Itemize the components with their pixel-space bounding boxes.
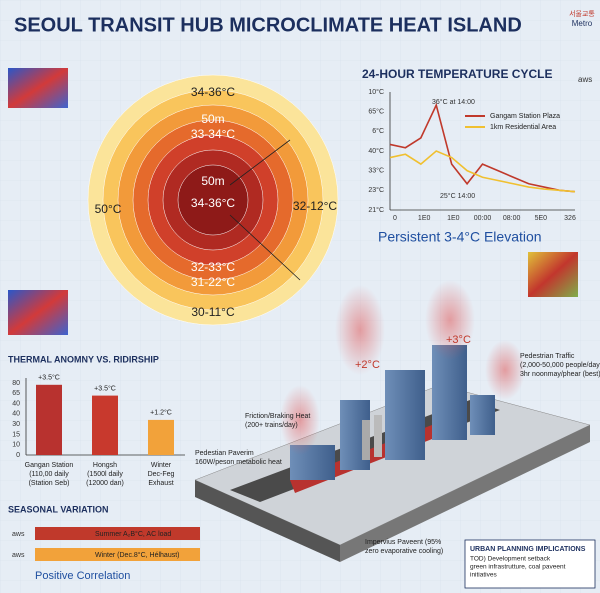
x-axis-label: 1E0 xyxy=(447,215,460,222)
x-axis-label: 00:00 xyxy=(474,215,492,222)
legend-label: 1km Residential Area xyxy=(490,124,556,131)
bar-label: Exhaust xyxy=(148,480,173,487)
chart-title: 24-HOUR TEMPERATURE CYCLE xyxy=(362,67,552,81)
y-axis-label: 6°C xyxy=(372,127,384,135)
ring-label: 33-34°C xyxy=(191,127,235,141)
callout: Pedestrian Traffic xyxy=(520,353,575,360)
x-axis-label: 1E0 xyxy=(418,215,431,222)
chart-title: THERMAL ANOMNY VS. RIDIRSHIP xyxy=(8,354,159,364)
logo: aws xyxy=(578,75,592,84)
line-chart: 24-HOUR TEMPERATURE CYCLE aws 10°C 65°C 6°C 4… xyxy=(362,67,592,245)
y-axis-label: 40 xyxy=(12,411,20,418)
ring-label: 30-11°C xyxy=(191,305,235,319)
bar xyxy=(36,384,62,455)
y-axis-label: 15 xyxy=(12,431,20,438)
bar-label: (1500l daily xyxy=(87,471,123,478)
pointer xyxy=(229,214,301,281)
season-label: Summer A₂B°C, AC load xyxy=(95,530,171,538)
planning-title: URBAN PLANNING IMPLICATIONS xyxy=(470,546,586,553)
planning-line: green infrastrutture, coal paveent xyxy=(470,564,566,571)
planning-box xyxy=(464,539,596,589)
bar-label: Winter xyxy=(151,462,172,469)
y-axis-label: 10°C xyxy=(368,88,384,96)
heat-label: +2°C xyxy=(355,359,380,371)
logo: aws xyxy=(12,531,25,538)
y-axis-label: 33°C xyxy=(368,167,384,175)
x-axis-label: 08:00 xyxy=(503,215,521,222)
ring-label: 50m xyxy=(201,174,224,188)
bar-label: Gangan Station xyxy=(25,462,74,469)
y-axis-label: 0 xyxy=(16,452,20,459)
logo: aws xyxy=(12,552,25,559)
y-axis-label: 40 xyxy=(12,400,20,407)
seasonal-panel: SEASONAL VARIATION aws Summer A₂B°C, AC lo… xyxy=(8,504,200,582)
city-illustration xyxy=(194,280,591,562)
bar-note: +1.2°C xyxy=(150,409,172,417)
legend-label: Gangam Station Plaza xyxy=(490,113,560,120)
y-axis-label: 10 xyxy=(12,442,20,449)
bar-note: +3.5°C xyxy=(38,374,60,382)
ring-label: 32-33°C xyxy=(191,260,235,274)
ring-label: 50m xyxy=(201,112,224,126)
ring-label: 34-36°C xyxy=(191,196,235,210)
thermal-image xyxy=(8,290,68,335)
thermal-image xyxy=(528,252,578,297)
x-axis-label: 0 xyxy=(393,215,397,222)
x-axis-label: 5E0 xyxy=(535,215,548,222)
ring-label: 31-22°C xyxy=(191,275,235,289)
season-label: Winter (Dec.8°C, Hélhaust) xyxy=(95,551,180,559)
season-bar xyxy=(35,548,200,561)
bar-label: (12000 dan) xyxy=(86,480,124,487)
logo: Metro xyxy=(572,19,593,28)
bar-label: (Station Seb) xyxy=(29,480,70,487)
y-axis-label: 40°C xyxy=(368,147,384,155)
y-axis-label: 80 xyxy=(12,380,20,387)
bar xyxy=(148,419,174,455)
callout: Friction/Braking Heat xyxy=(245,413,310,420)
bar-note: +3.5°C xyxy=(94,384,116,392)
y-axis-label: 30 xyxy=(12,421,20,428)
planning-line: TOD) Development setback xyxy=(470,556,551,563)
ring-label: 32-12°C xyxy=(293,199,337,213)
x-axis-label: 326 xyxy=(564,215,576,222)
logo-korean: 서울교통 xyxy=(569,9,595,18)
annotation: 36°C at 14:00 xyxy=(432,98,475,106)
bar-label: Hongsh xyxy=(93,462,117,469)
callout: Impervius Paveent (95% xyxy=(365,539,441,546)
y-axis-label: 21°C xyxy=(368,206,384,214)
bar-label: (110,00 daily xyxy=(29,471,69,478)
city-labels: +2°C +3°C Pedestrian Traffic (2,000-50,000 … xyxy=(195,334,600,555)
y-axis-label: 65 xyxy=(12,390,20,397)
callout: 3hr noonmay/phear (best) xyxy=(520,371,600,378)
pointer xyxy=(229,139,291,186)
caption: Positive Correlation xyxy=(35,570,130,582)
series-line xyxy=(389,102,576,193)
callout: (200+ trains/day) xyxy=(245,422,298,429)
y-axis-label: 23°C xyxy=(368,186,384,194)
title: SEOUL TRANSIT HUB MICROCLIMATE HEAT ISLA… xyxy=(14,14,522,36)
bar xyxy=(92,395,118,455)
bar-chart: THERMAL ANOMNY VS. RIDIRSHIP 80 65 40 40 30 15… xyxy=(8,354,185,487)
planning-text: URBAN PLANNING IMPLICATIONS TOD) Developm… xyxy=(470,546,586,579)
callout: (2,000-50,000 people/day xyxy=(520,362,600,369)
callout: Pedestian Paverim xyxy=(195,450,254,457)
ring-label: 34-36°C xyxy=(191,85,235,99)
y-axis-label: 65°C xyxy=(368,108,384,116)
callout: 160W/peson metabolic heat xyxy=(195,459,282,466)
series-line xyxy=(389,150,576,193)
caption: Persistent 3-4°C Elevation xyxy=(378,229,542,245)
season-bar xyxy=(35,527,200,540)
ring-label: 50°C xyxy=(95,202,122,216)
heat-ring xyxy=(177,164,249,236)
thermal-image xyxy=(8,68,68,108)
annotation: 25°C 14:00 xyxy=(440,192,475,200)
section-title: SEASONAL VARIATION xyxy=(8,504,109,514)
heat-label: +3°C xyxy=(446,334,471,346)
planning-line: initiatives xyxy=(470,572,497,579)
callout: zero evaporative cooling) xyxy=(365,548,443,555)
bar-label: Dec-Feg xyxy=(148,471,175,478)
